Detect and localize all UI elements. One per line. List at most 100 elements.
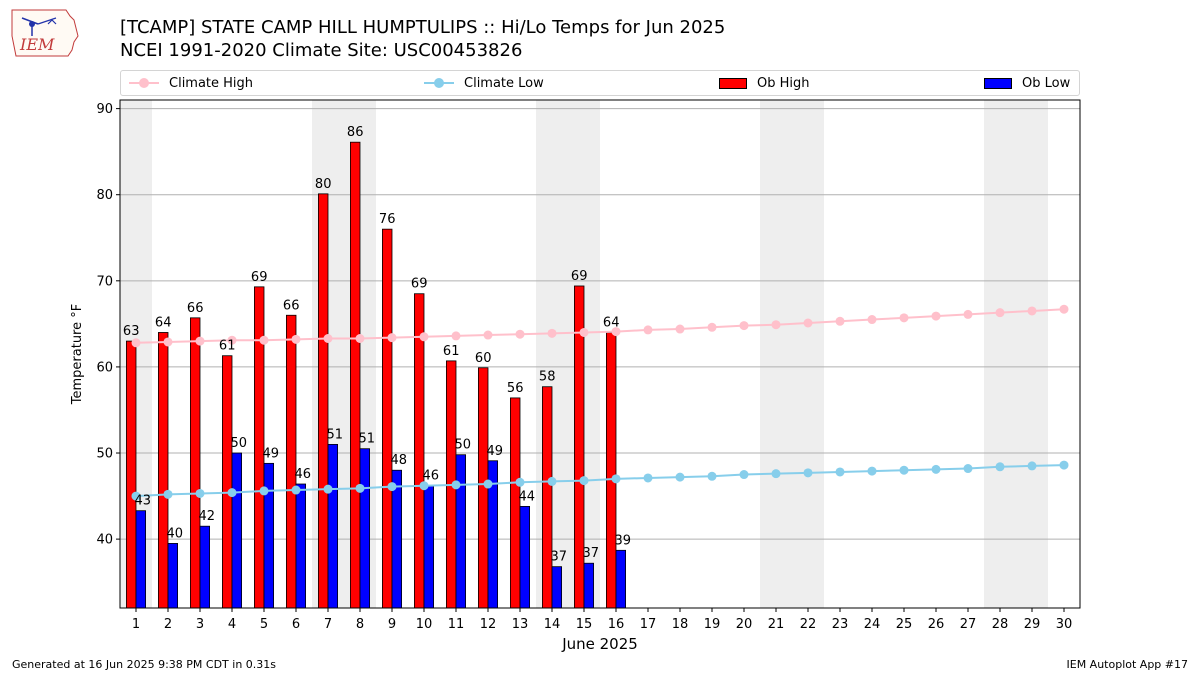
x-tick-label: 10: [416, 617, 433, 632]
ob-high-value-label: 69: [251, 270, 268, 285]
ob-high-bar-day-14: [542, 386, 553, 609]
climate-low-point-day-27: [963, 464, 973, 474]
legend-item-climate-high: Climate High: [129, 74, 253, 92]
climate-low-point-day-19: [707, 471, 717, 481]
x-tick-label: 3: [196, 617, 204, 632]
ob-low-bar-day-2: [167, 543, 179, 609]
iem-iowa-logo-icon: IEM: [11, 9, 79, 57]
climate-high-point-day-16: [611, 327, 621, 337]
climate-low-point-day-10: [419, 481, 429, 491]
ob-high-value-label: 58: [539, 370, 556, 385]
x-tick-label: 4: [228, 617, 236, 632]
climate-high-point-day-30: [1059, 304, 1069, 314]
climate-high-point-day-23: [835, 316, 845, 326]
y-tick-label: 50: [96, 447, 113, 462]
x-tick-label: 8: [356, 617, 364, 632]
footer-generated-text: Generated at 16 Jun 2025 9:38 PM CDT in …: [12, 658, 277, 671]
y-tick-label: 90: [96, 102, 113, 117]
climate-low-point-day-22: [803, 468, 813, 478]
climate-low-point-day-29: [1027, 461, 1037, 471]
climate-low-point-day-11: [451, 480, 461, 490]
legend-bar-swatch-icon: [984, 77, 1012, 89]
legend-label: Ob High: [757, 75, 810, 91]
climate-low-point-day-26: [931, 464, 941, 474]
weekend-shade-day-29: [1016, 100, 1048, 608]
climate-high-point-day-20: [739, 321, 749, 331]
climate-low-point-day-12: [483, 479, 493, 489]
ob-high-bar-day-8: [349, 141, 361, 609]
x-tick-label: 23: [832, 617, 849, 632]
x-tick-label: 9: [388, 617, 396, 632]
ob-low-bar-day-3: [199, 525, 211, 609]
legend-line-marker-icon: [424, 77, 454, 89]
ob-low-bar-day-15: [583, 562, 595, 609]
ob-low-value-label: 50: [455, 438, 472, 453]
ob-high-bar-day-9: [381, 228, 393, 609]
ob-low-bar-day-9: [391, 469, 403, 609]
weekend-shade-day-28: [984, 100, 1016, 608]
ob-high-value-label: 64: [603, 315, 620, 330]
legend-item-ob-high: Ob High: [719, 74, 810, 92]
ob-low-value-label: 44: [519, 489, 536, 504]
climate-high-point-day-3: [195, 336, 205, 346]
ob-high-value-label: 60: [475, 351, 492, 366]
x-axis-label: June 2025: [561, 635, 638, 653]
climate-high-point-day-24: [867, 315, 877, 325]
climate-high-point-day-1: [131, 338, 141, 348]
ob-high-value-label: 66: [283, 298, 300, 313]
ob-low-bar-day-6: [295, 483, 307, 609]
legend-item-climate-low: Climate Low: [424, 74, 544, 92]
legend-label: Ob Low: [1022, 75, 1071, 91]
ob-high-bar-day-16: [606, 332, 617, 609]
climate-low-point-day-20: [739, 470, 749, 480]
ob-low-bar-day-1: [135, 510, 147, 609]
ob-low-value-label: 40: [167, 526, 184, 541]
x-tick-label: 15: [576, 617, 593, 632]
ob-low-bar-day-7: [327, 444, 339, 609]
x-tick-label: 5: [260, 617, 268, 632]
climate-high-point-day-7: [323, 334, 333, 344]
ob-low-value-label: 49: [263, 446, 280, 461]
ob-low-bar-day-11: [455, 454, 467, 609]
ob-high-value-label: 80: [315, 177, 332, 192]
chart-title: [TCAMP] STATE CAMP HILL HUMPTULIPS :: Hi…: [120, 17, 726, 38]
ob-low-bar-day-16: [615, 549, 627, 609]
climate-low-point-day-5: [259, 486, 269, 496]
climate-low-point-day-16: [611, 474, 621, 484]
ob-low-value-label: 37: [551, 550, 568, 565]
x-tick-label: 20: [736, 617, 753, 632]
climate-low-point-day-13: [515, 477, 525, 487]
x-tick-label: 1: [132, 617, 140, 632]
x-tick-label: 17: [640, 617, 657, 632]
grid-lines: [120, 108, 1080, 540]
y-tick-label: 70: [96, 274, 113, 289]
ob-low-value-label: 39: [615, 533, 632, 548]
climate-low-point-day-1: [131, 491, 141, 501]
x-tick-label: 29: [1024, 617, 1041, 632]
footer-app-text: IEM Autoplot App #17: [1066, 658, 1189, 671]
climate-high-point-day-4: [227, 335, 237, 345]
climate-low-point-day-21: [771, 469, 781, 479]
climate-high-point-day-10: [419, 332, 429, 342]
climate-high-point-day-5: [259, 335, 269, 345]
chart-legend: Climate High Climate Low Ob High Ob Low: [120, 70, 1080, 96]
ob-high-value-label: 69: [411, 277, 428, 292]
climate-high-point-day-2: [163, 337, 173, 347]
climate-high-point-day-29: [1027, 306, 1037, 316]
x-tick-label: 12: [480, 617, 497, 632]
ob-low-bar-day-4: [231, 452, 243, 609]
bars: [126, 141, 627, 609]
climate-high-point-day-17: [643, 325, 653, 335]
ob-low-bar-day-13: [519, 505, 531, 609]
chart-subtitle: NCEI 1991-2020 Climate Site: USC00453826: [120, 40, 523, 61]
climate-high-point-day-27: [963, 309, 973, 319]
ob-low-value-label: 51: [359, 432, 376, 447]
legend-label: Climate High: [169, 75, 254, 91]
ob-high-bar-day-4: [221, 355, 233, 609]
ob-high-value-label: 63: [123, 324, 140, 339]
y-tick-label: 80: [96, 188, 113, 203]
iem-logo: IEM: [8, 6, 80, 58]
climate-low-point-day-25: [899, 465, 909, 475]
